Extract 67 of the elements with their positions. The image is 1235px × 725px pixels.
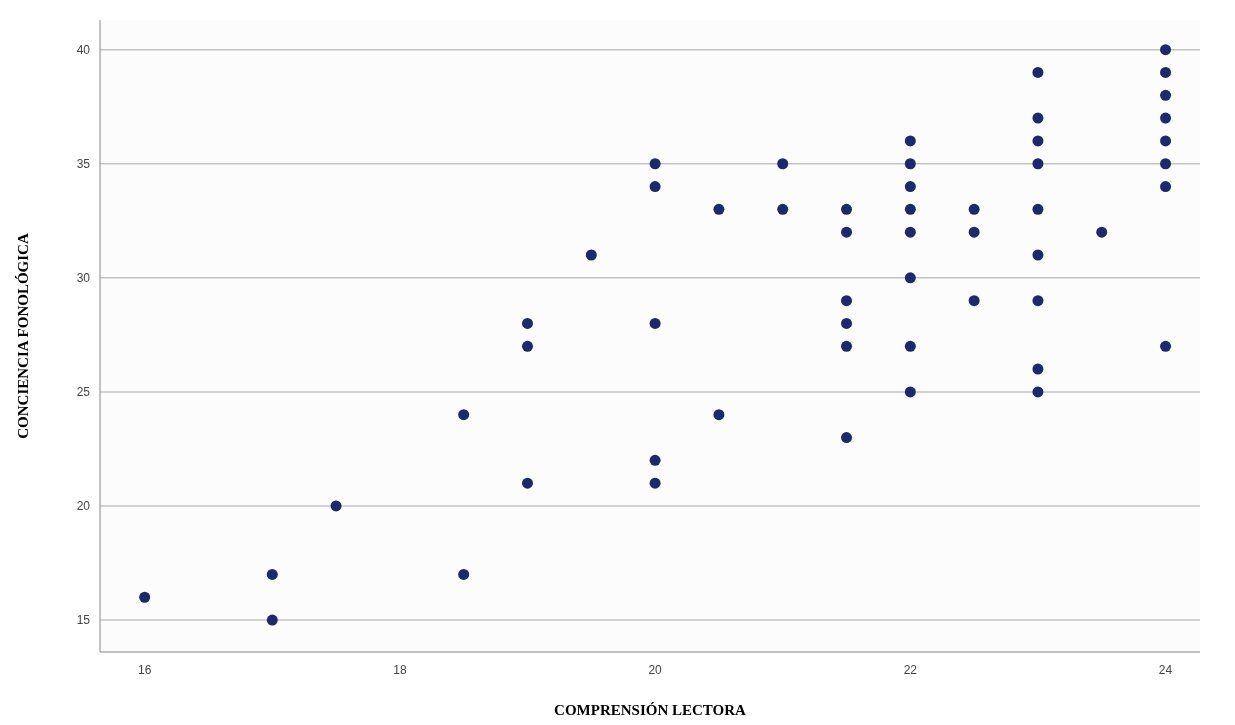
point (1160, 135, 1172, 147)
point (585, 249, 597, 261)
point (904, 340, 916, 352)
point (1096, 226, 1108, 238)
y-tick-label: 40 (76, 42, 91, 57)
point (649, 477, 661, 489)
point (841, 203, 853, 215)
point (649, 454, 661, 466)
point (1032, 295, 1044, 307)
point (968, 295, 980, 307)
point (1160, 181, 1172, 193)
y-tick-label: 25 (76, 385, 91, 400)
point (1160, 340, 1172, 352)
point (1160, 158, 1172, 170)
point (458, 568, 470, 580)
point (904, 158, 916, 170)
point (330, 500, 342, 512)
point (777, 158, 789, 170)
point (841, 295, 853, 307)
point (777, 203, 789, 215)
point (904, 181, 916, 193)
point (139, 591, 151, 603)
point (904, 272, 916, 284)
point (1160, 89, 1172, 101)
point (968, 203, 980, 215)
point (904, 203, 916, 215)
x-tick-label: 16 (137, 663, 152, 677)
point (841, 340, 853, 352)
point (904, 135, 916, 147)
x-tick-label: 18 (393, 663, 407, 677)
point (649, 317, 661, 329)
point (1032, 135, 1044, 147)
point (649, 181, 661, 193)
y-tick-label: 30 (76, 271, 91, 286)
x-tick-label: 24 (1158, 663, 1173, 677)
point (1032, 249, 1044, 261)
x-axis-title: COMPRENSIÓN LECTORA (554, 702, 747, 718)
point (841, 317, 853, 329)
point (521, 477, 533, 489)
point (1032, 158, 1044, 170)
y-tick-label: 15 (76, 613, 91, 628)
point (841, 432, 853, 444)
x-tick-label: 22 (903, 663, 918, 677)
point (1160, 112, 1172, 124)
point (521, 340, 533, 352)
point (1160, 44, 1172, 56)
point (1032, 203, 1044, 215)
point (266, 614, 278, 626)
x-tick-label: 20 (648, 663, 663, 677)
point (1032, 386, 1044, 398)
y-axis-title: CONCIENCIA FONOLÓGICA (15, 233, 31, 439)
point (968, 226, 980, 238)
y-tick-label: 35 (76, 156, 91, 171)
point (904, 386, 916, 398)
point (266, 568, 278, 580)
point (1032, 363, 1044, 375)
point (713, 203, 725, 215)
point (904, 226, 916, 238)
point (713, 409, 725, 421)
point (1032, 112, 1044, 124)
point (1160, 66, 1172, 78)
point (458, 409, 470, 421)
point (649, 158, 661, 170)
point (521, 317, 533, 329)
point (841, 226, 853, 238)
y-tick-label: 20 (76, 499, 91, 514)
point (1032, 66, 1044, 78)
